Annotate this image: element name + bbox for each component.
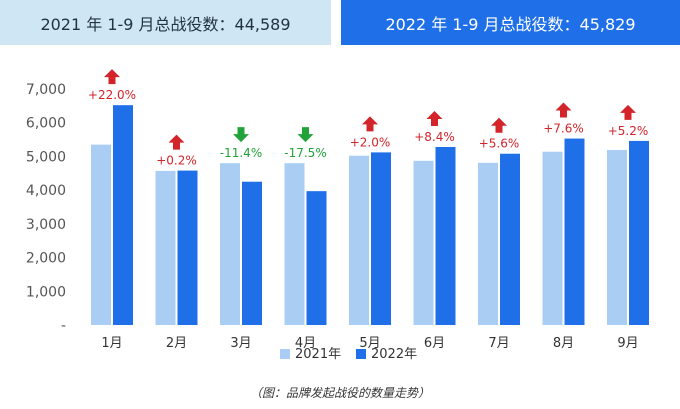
bar-2022: [306, 191, 327, 325]
bar-2021: [220, 163, 240, 325]
bar-2021: [478, 162, 498, 325]
bar-2022: [177, 170, 198, 325]
y-tick-label: 2,000: [26, 251, 66, 267]
bar-2021: [349, 155, 369, 325]
monthly-campaign-bar-chart: - 1,000 2,000 3,000 4,000 5,000 6,000 7,000 1月 +2…: [26, 69, 649, 362]
x-tick-label: 9月: [617, 336, 638, 351]
legend-swatch-2022: [356, 349, 366, 359]
bar-2022: [564, 138, 585, 325]
change-percent-label: -17.5%: [284, 146, 326, 160]
up-arrow-icon: [491, 117, 507, 133]
total-2022-text: 2022 年 1-9 月总战役数：45,829: [385, 14, 636, 34]
legend-label-2022: 2022年: [371, 347, 417, 362]
up-arrow-icon: [426, 110, 443, 126]
up-arrow-icon: [362, 116, 378, 132]
x-tick-label: 4月: [295, 336, 316, 351]
x-tick-label: 2月: [166, 336, 187, 351]
chart-caption: （图：品牌发起战役的数量走势）: [249, 386, 430, 400]
change-percent-label: -11.4%: [220, 146, 262, 160]
change-percent-label: +7.6%: [543, 122, 584, 136]
total-2022-banner: 2022 年 1-9 月总战役数：45,829: [341, 0, 680, 45]
bar-2022: [113, 105, 133, 325]
bar-2021: [155, 170, 176, 325]
change-percent-label: +0.2%: [156, 154, 197, 168]
up-arrow-icon: [168, 134, 185, 150]
x-tick-label: 1月: [101, 336, 122, 351]
bar-2022: [435, 146, 456, 325]
down-arrow-icon: [233, 127, 249, 143]
bar-2021: [542, 151, 563, 325]
bar-2022: [629, 140, 649, 325]
x-tick-label: 6月: [424, 336, 445, 351]
y-tick-label: 7,000: [26, 82, 66, 98]
change-percent-label: +5.2%: [608, 124, 649, 138]
y-tick-label: 3,000: [26, 217, 66, 233]
bar-2022: [371, 152, 391, 325]
x-tick-label: 3月: [230, 336, 251, 351]
bar-2022: [500, 153, 520, 325]
x-tick-label: 5月: [359, 336, 380, 351]
up-arrow-icon: [620, 104, 636, 120]
bar-2021: [607, 150, 627, 325]
down-arrow-icon: [297, 127, 314, 143]
bar-2021: [91, 144, 111, 325]
total-2021-banner: 2021 年 1-9 月总战役数：44,589: [0, 0, 331, 45]
up-arrow-icon: [555, 102, 572, 118]
total-2021-text: 2021 年 1-9 月总战役数：44,589: [40, 14, 291, 34]
y-tick-label: 6,000: [26, 116, 66, 132]
bar-2021: [284, 163, 305, 325]
y-tick-label: -: [61, 318, 66, 334]
change-percent-label: +8.4%: [414, 130, 455, 144]
y-tick-label: 4,000: [26, 183, 66, 199]
bar-2022: [242, 181, 262, 325]
change-percent-label: +5.6%: [479, 137, 520, 151]
legend-swatch-2021: [280, 349, 290, 359]
y-tick-label: 1,000: [26, 284, 66, 300]
y-tick-label: 5,000: [26, 149, 66, 165]
change-percent-label: +2.0%: [350, 135, 391, 149]
change-percent-label: +22.0%: [88, 88, 136, 102]
up-arrow-icon: [104, 69, 120, 85]
x-tick-label: 7月: [488, 336, 509, 351]
bar-2021: [413, 160, 434, 325]
legend-label-2021: 2021年: [295, 347, 341, 362]
x-tick-label: 8月: [553, 336, 574, 351]
